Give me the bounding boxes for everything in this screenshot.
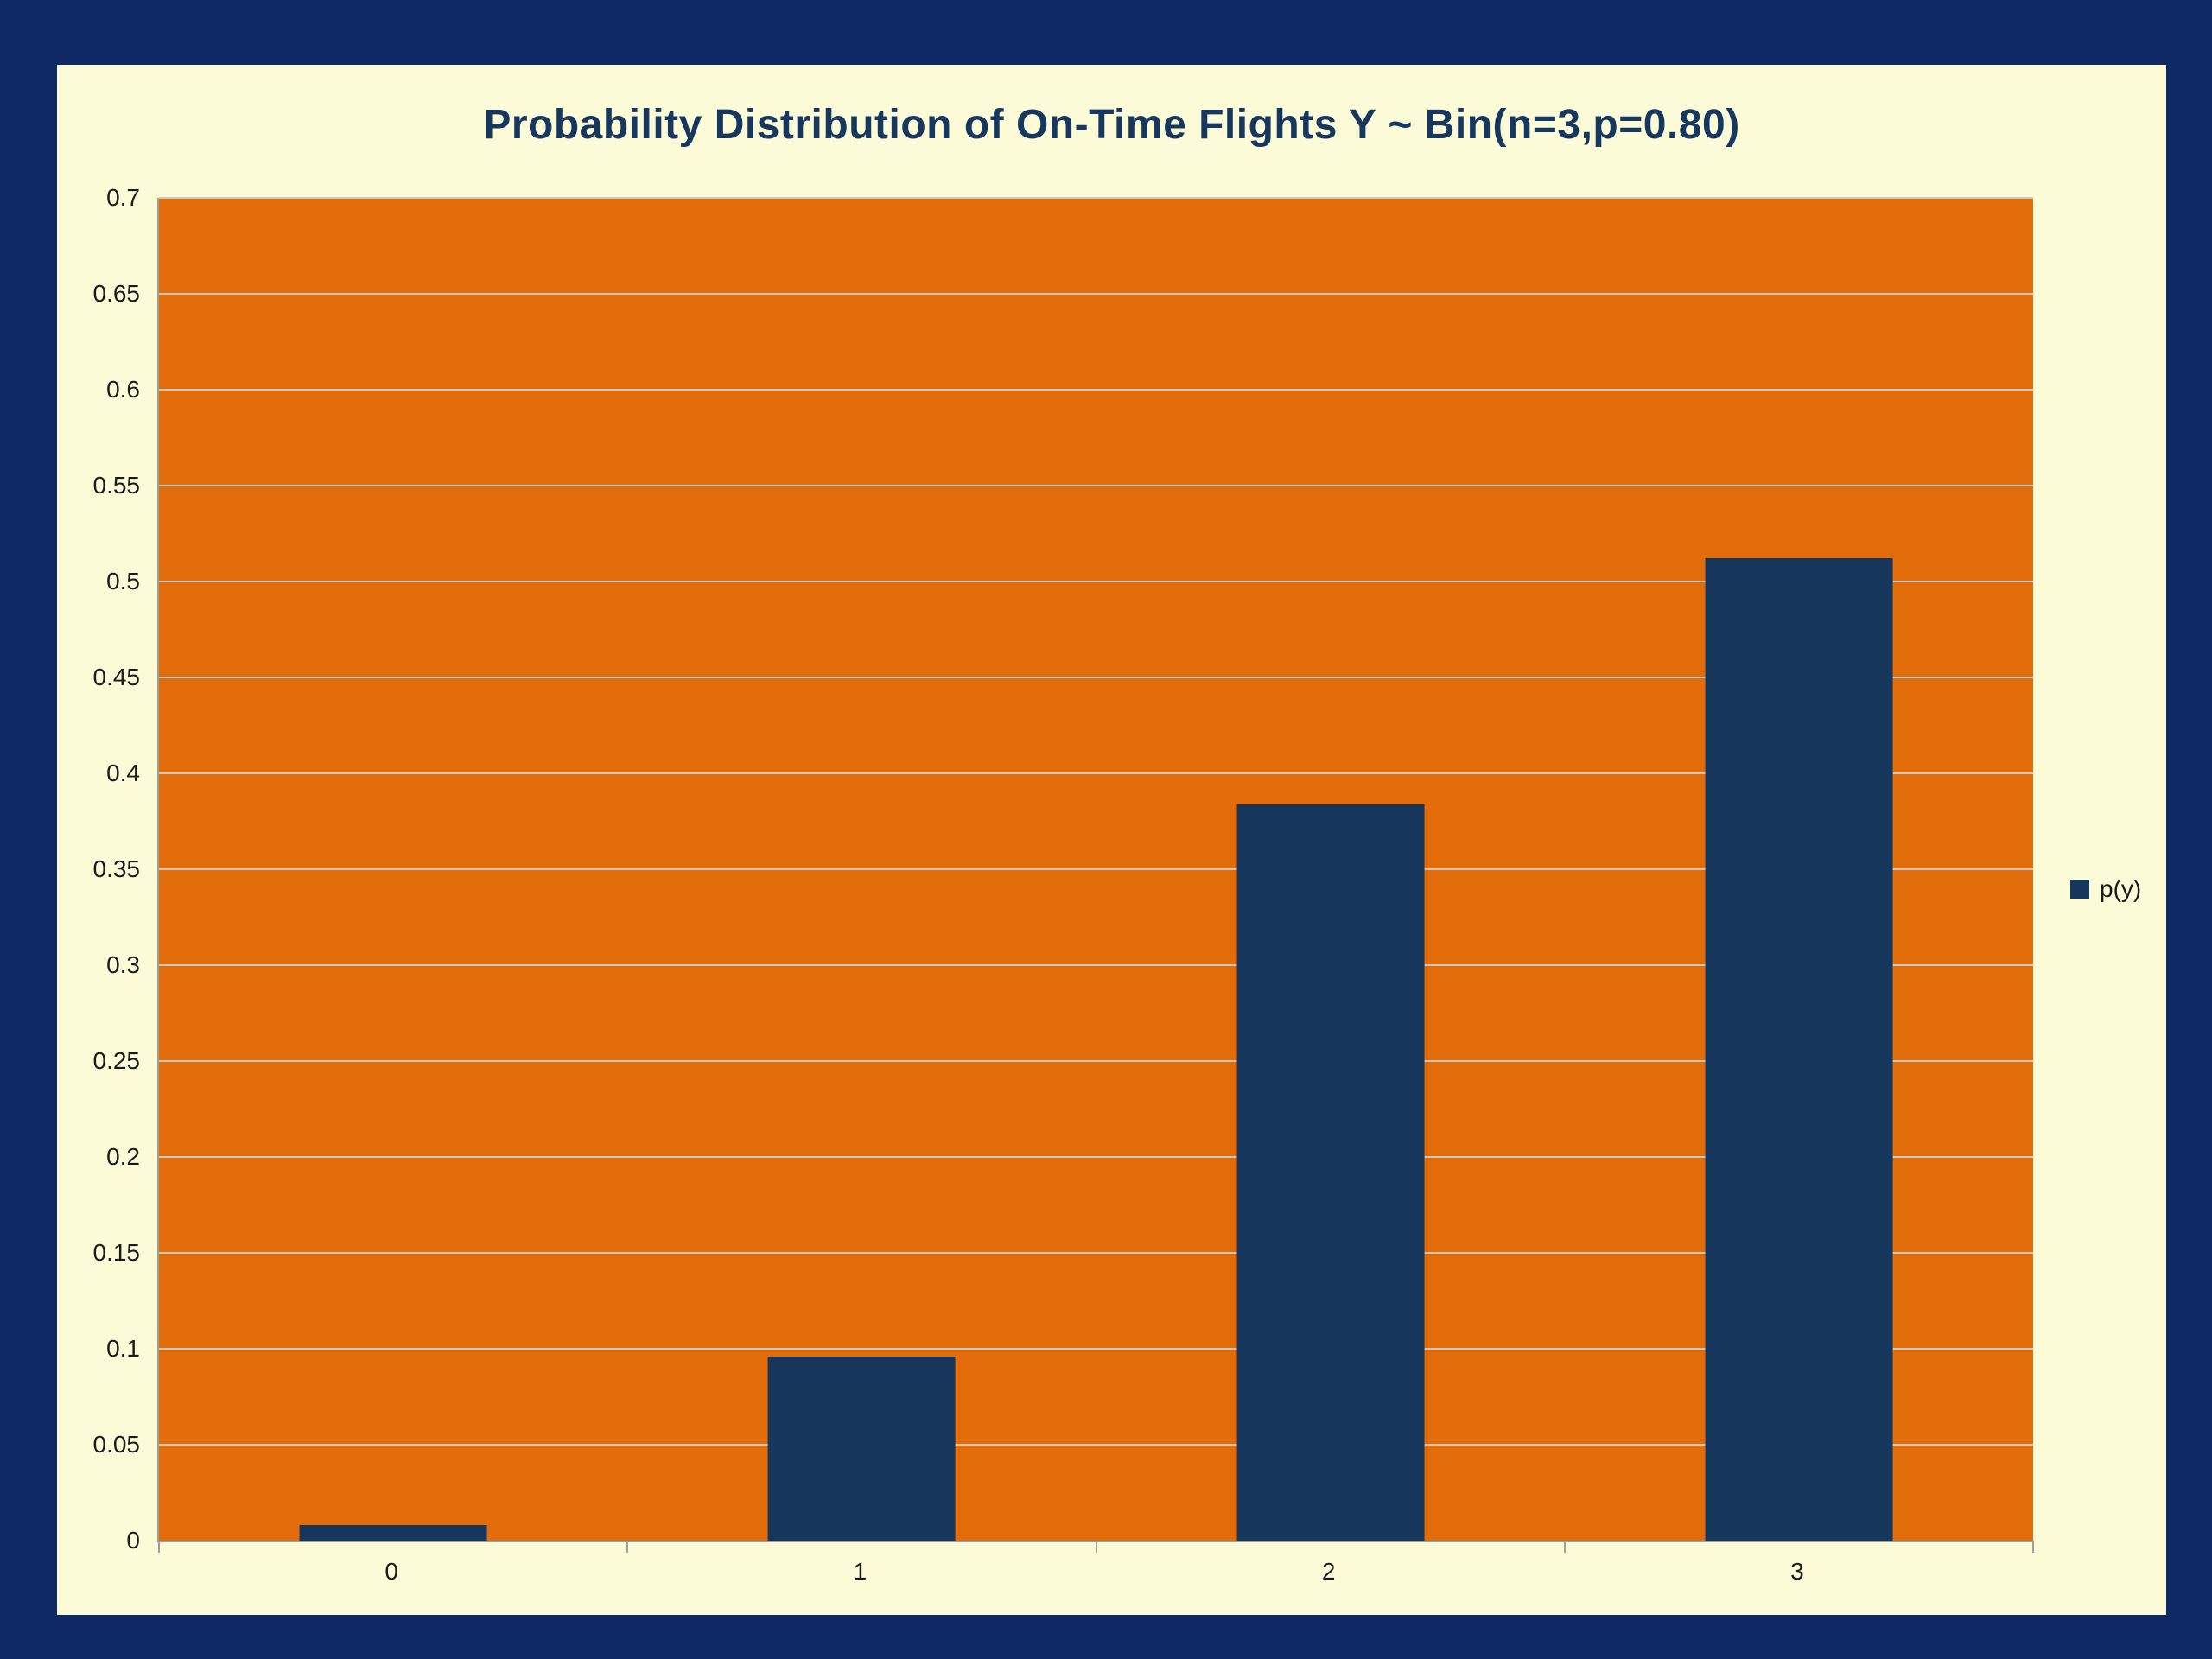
y-axis-tick-label: 0.6 bbox=[106, 376, 140, 403]
y-axis-tick-label: 0.7 bbox=[106, 184, 140, 211]
chart-panel: Probability Distribution of On-Time Flig… bbox=[57, 65, 2166, 1615]
legend-swatch-icon bbox=[2070, 880, 2089, 899]
x-axis-tick-mark bbox=[626, 1541, 629, 1553]
x-axis-tick-label: 3 bbox=[1790, 1558, 1804, 1585]
y-axis-tick-label: 0.45 bbox=[92, 664, 141, 690]
x-axis-tick-label: 2 bbox=[1321, 1558, 1336, 1585]
x-axis-tick-label: 0 bbox=[385, 1558, 398, 1585]
y-axis-tick-label: 0.25 bbox=[92, 1047, 141, 1074]
legend-label: p(y) bbox=[2100, 875, 2142, 902]
y-axis-tick-label: 0.5 bbox=[106, 568, 140, 594]
gridline bbox=[159, 868, 2033, 870]
bar-0 bbox=[299, 1525, 487, 1541]
x-axis-labels: 0 1 2 3 bbox=[157, 1548, 2031, 1599]
x-axis-tick-mark bbox=[1095, 1541, 1097, 1553]
gridline bbox=[159, 1444, 2033, 1446]
gridline bbox=[159, 1252, 2033, 1254]
x-axis-tick-mark bbox=[1563, 1541, 1566, 1553]
gridline bbox=[159, 772, 2033, 775]
gridline bbox=[159, 197, 2033, 199]
gridline bbox=[159, 389, 2033, 391]
y-axis-tick-label: 0.4 bbox=[106, 760, 140, 786]
y-axis-tick-label: 0 bbox=[126, 1527, 140, 1554]
gridline bbox=[159, 1156, 2033, 1159]
y-axis-tick-label: 0.1 bbox=[106, 1335, 140, 1362]
y-axis-tick-label: 0.15 bbox=[92, 1239, 141, 1266]
legend: p(y) bbox=[2070, 875, 2141, 903]
y-axis-tick-label: 0.3 bbox=[106, 951, 140, 978]
bar-1 bbox=[767, 1356, 956, 1541]
x-axis-tick-mark bbox=[2032, 1541, 2034, 1553]
x-axis-tick-mark bbox=[158, 1541, 160, 1553]
gridline bbox=[159, 964, 2033, 966]
x-axis-tick-label: 1 bbox=[853, 1558, 868, 1585]
bar-3 bbox=[1705, 558, 1893, 1541]
y-axis-tick-label: 0.05 bbox=[92, 1431, 141, 1458]
gridline bbox=[159, 485, 2033, 486]
y-axis-tick-label: 0.65 bbox=[92, 280, 141, 307]
y-axis-tick-label: 0.55 bbox=[92, 472, 141, 499]
y-axis-labels: 0 0.05 0.1 0.15 0.2 0.25 0.3 0.35 0.4 0.45 0.5 0.55… bbox=[57, 186, 141, 1553]
chart-title: Probability Distribution of On-Time Flig… bbox=[483, 102, 1740, 148]
y-axis-tick-label: 0.35 bbox=[92, 855, 141, 882]
gridline bbox=[159, 677, 2033, 678]
gridline bbox=[159, 581, 2033, 582]
y-axis-tick-label: 0.2 bbox=[106, 1143, 140, 1170]
gridline bbox=[159, 293, 2033, 295]
gridline bbox=[159, 1348, 2033, 1351]
bar-2 bbox=[1236, 804, 1425, 1541]
gridline bbox=[159, 1060, 2033, 1062]
plot-area bbox=[157, 197, 2034, 1553]
